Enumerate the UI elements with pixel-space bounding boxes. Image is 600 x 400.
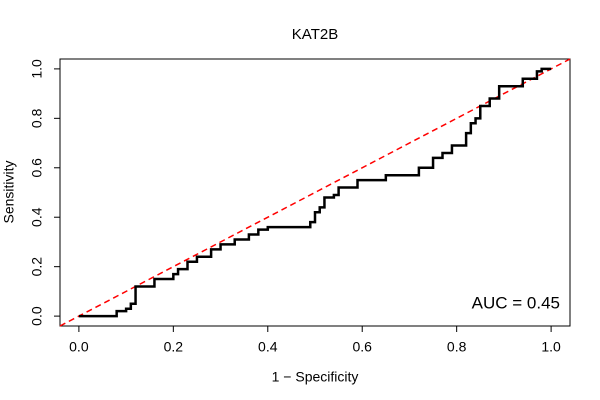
- y-tick-label: 0.6: [29, 158, 45, 178]
- x-tick-label: 0.2: [164, 339, 184, 355]
- chart-title: KAT2B: [292, 26, 338, 43]
- y-tick-label: 0.4: [29, 207, 45, 227]
- y-tick-label: 0.0: [29, 306, 45, 326]
- y-tick-label: 1.0: [29, 59, 45, 79]
- x-tick-label: 1.0: [541, 339, 561, 355]
- roc-curve: [78, 67, 552, 318]
- x-axis-label: 1 − Specificity: [272, 369, 359, 385]
- reference-line: [59, 58, 571, 327]
- x-tick-label: 0.4: [258, 339, 278, 355]
- plot-box: [59, 58, 571, 327]
- x-tick-label: 0.6: [352, 339, 372, 355]
- y-axis-label: Sensitivity: [1, 160, 17, 223]
- y-tick-label: 0.8: [29, 108, 45, 128]
- x-tick-label: 0.8: [447, 339, 467, 355]
- y-tick-label: 0.2: [29, 257, 45, 277]
- auc-annotation: AUC = 0.45: [472, 293, 560, 312]
- x-tick-label: 0.0: [69, 339, 89, 355]
